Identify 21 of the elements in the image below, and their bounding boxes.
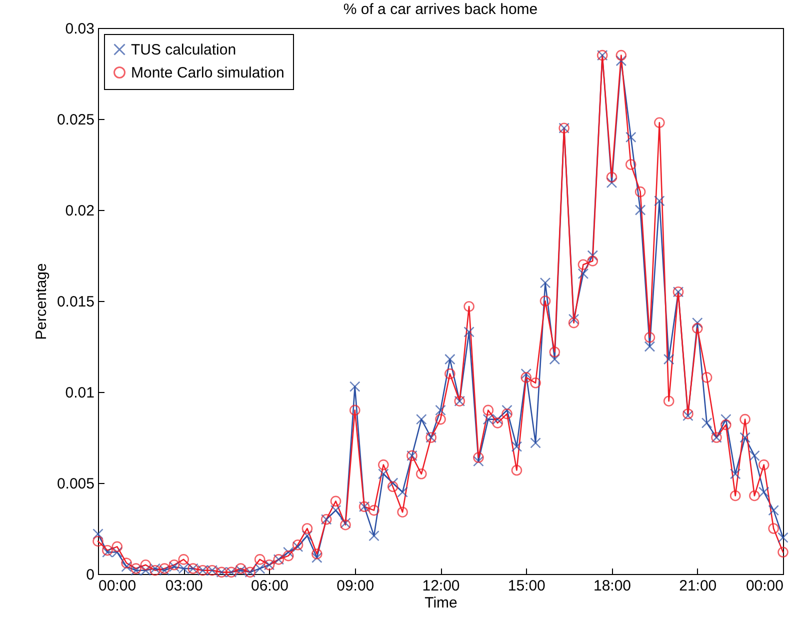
x-tick-label: 06:00 [250, 578, 289, 594]
x-tick-label: 09:00 [336, 578, 374, 594]
legend-label: TUS calculation [131, 42, 236, 58]
y-tick-label: 0.02 [65, 202, 94, 220]
x-tick-label: 12:00 [422, 578, 460, 594]
y-tick-label: 0.015 [56, 294, 94, 310]
x-tick-label: 00:00 [98, 578, 136, 594]
x-tick-label: 15:00 [508, 578, 546, 594]
y-tick-label: 0 [86, 566, 94, 584]
x-axis-title: Time [424, 594, 458, 612]
legend-label: Monte Carlo simulation [131, 64, 284, 82]
y-axis-title: Percentage [32, 263, 50, 340]
y-tick-label: 0.03 [65, 20, 94, 38]
y-tick-label: 0.01 [65, 384, 94, 402]
x-tick-label: 21:00 [679, 578, 717, 594]
x-tick-label: 03:00 [165, 578, 203, 594]
x-tick-label: 18:00 [593, 578, 632, 594]
x-tick-label: 00:00 [746, 578, 784, 594]
chart-title: % of a car arrives back home [343, 1, 538, 18]
y-tick-label: 0.025 [56, 112, 94, 128]
y-tick-label: 0.005 [56, 476, 94, 492]
